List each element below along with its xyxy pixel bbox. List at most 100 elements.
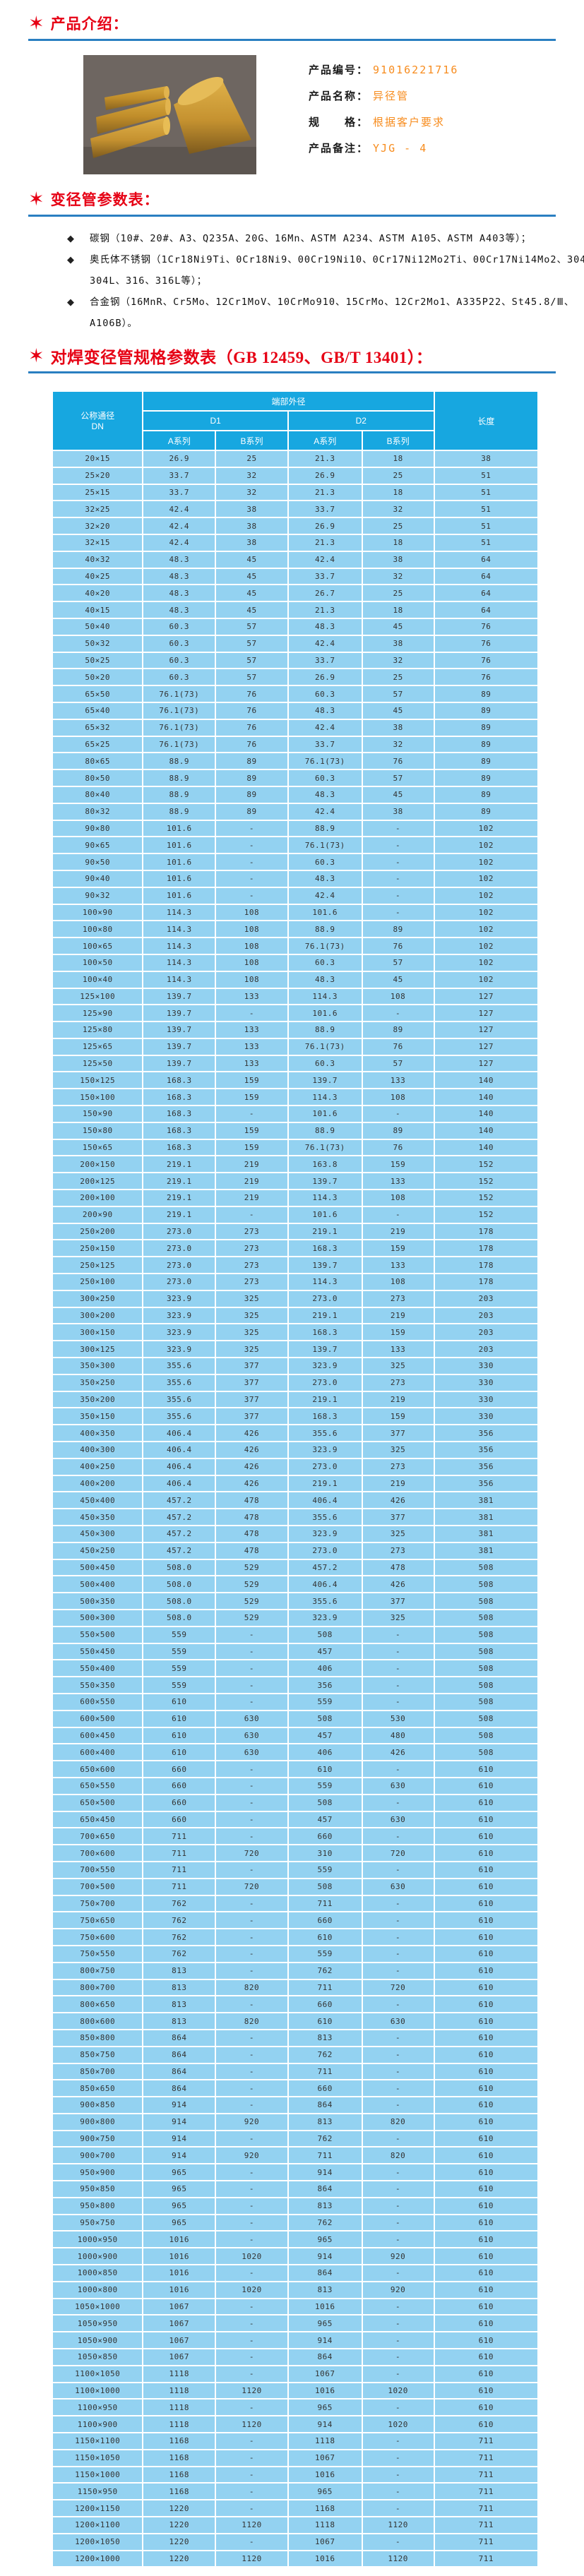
d1-a-cell: 168.3 xyxy=(143,1106,215,1122)
d2-a-cell: 114.3 xyxy=(288,988,362,1005)
table-row: 550×500 559-508-508 xyxy=(53,1627,537,1643)
table-row: 400×300 406.4 426 323.9 325 356 xyxy=(53,1442,537,1458)
diamond-bullet-icon: ◆ xyxy=(67,233,74,244)
table-row: 100×40 114.3 108 48.3 45 102 xyxy=(53,971,537,988)
dn-cell: 350×200 xyxy=(53,1391,143,1408)
length-cell: 508 xyxy=(434,1627,537,1643)
table-row: 450×400 457.2 478 406.4 426 381 xyxy=(53,1492,537,1509)
d1-a-cell: 273.0 xyxy=(143,1257,215,1274)
length-cell: 178 xyxy=(434,1274,537,1290)
length-cell: 64 xyxy=(434,602,537,618)
d2-a-cell: 864 xyxy=(288,2349,362,2365)
length-cell: 610 xyxy=(434,2114,537,2130)
d2-b-cell: - xyxy=(362,2080,434,2097)
table-row: 125×100 139.7 133 114.3 108 127 xyxy=(53,988,537,1005)
product-spec-row: 规 格： 根据客户要求 xyxy=(309,114,458,131)
product-spec-value: 根据客户要求 xyxy=(373,116,446,128)
d1-b-cell: - xyxy=(216,1005,287,1022)
d2-b-cell: 32 xyxy=(362,501,434,517)
length-cell: 64 xyxy=(434,568,537,585)
dn-cell: 650×450 xyxy=(53,1811,143,1828)
d1-a-cell: 88.9 xyxy=(143,786,215,803)
dn-cell: 1200×1000 xyxy=(53,2551,143,2567)
table-row: 300×250 323.9 325 273.0 273 203 xyxy=(53,1290,537,1307)
table-row: 700×600 711 720 310 720 610 xyxy=(53,1845,537,1861)
d1-b-cell: - xyxy=(216,1828,287,1845)
dn-cell: 1050×850 xyxy=(53,2349,143,2365)
dn-cell: 550×450 xyxy=(53,1643,143,1660)
length-cell: 610 xyxy=(434,2215,537,2231)
d2-b-cell: 76 xyxy=(362,753,434,769)
d2-a-cell: 914 xyxy=(288,2332,362,2349)
length-cell: 610 xyxy=(434,2164,537,2181)
table-row: 250×125 273.0 273 139.7 133 178 xyxy=(53,1257,537,1274)
d2-b-cell: 32 xyxy=(362,652,434,669)
table-row: 32×15 42.4 38 21.3 18 51 xyxy=(53,534,537,551)
dn-cell: 250×125 xyxy=(53,1257,143,1274)
dn-cell: 950×800 xyxy=(53,2198,143,2214)
d2-b-cell: 45 xyxy=(362,786,434,803)
d1-a-cell: 965 xyxy=(143,2181,215,2197)
d1-a-cell: 610 xyxy=(143,1744,215,1761)
d1-b-cell: 89 xyxy=(216,803,287,820)
d2-a-cell: 21.3 xyxy=(288,534,362,551)
d1-a-cell: 48.3 xyxy=(143,568,215,585)
table-row: 50×20 60.3 57 26.9 25 76 xyxy=(53,669,537,685)
length-cell: 140 xyxy=(434,1089,537,1106)
d2-a-cell: 76.1(73) xyxy=(288,1038,362,1055)
table-row: 950×850 965-864-610 xyxy=(53,2181,537,2197)
d1-b-cell: - xyxy=(216,1627,287,1643)
dn-cell: 125×50 xyxy=(53,1055,143,1072)
d1-a-cell: 88.9 xyxy=(143,753,215,769)
d1-a-cell: 168.3 xyxy=(143,1072,215,1089)
col-header-end-od: 端部外径 xyxy=(143,392,434,410)
d2-b-cell: 45 xyxy=(362,618,434,635)
d2-b-cell: - xyxy=(362,2366,434,2382)
d2-a-cell: 139.7 xyxy=(288,1257,362,1274)
table-row: 40×25 48.3 45 33.7 32 64 xyxy=(53,568,537,585)
d1-a-cell: 48.3 xyxy=(143,551,215,568)
length-cell: 610 xyxy=(434,2181,537,2197)
product-photo xyxy=(83,55,256,174)
d1-a-cell: 323.9 xyxy=(143,1324,215,1341)
table-row: 1150×1050 1168-1067-711 xyxy=(53,2450,537,2466)
table-row: 450×350 457.2 478 355.6 377 381 xyxy=(53,1509,537,1525)
d2-b-cell: 57 xyxy=(362,954,434,971)
d1-b-cell: - xyxy=(216,2164,287,2181)
d2-b-cell: 76 xyxy=(362,938,434,954)
length-cell: 610 xyxy=(434,1979,537,1996)
dn-cell: 200×150 xyxy=(53,1156,143,1173)
d1-a-cell: 76.1(73) xyxy=(143,702,215,719)
d2-a-cell: 88.9 xyxy=(288,1122,362,1139)
d1-b-cell: 45 xyxy=(216,568,287,585)
d1-a-cell: 219.1 xyxy=(143,1190,215,1206)
d1-b-cell: - xyxy=(216,1946,287,1962)
d2-a-cell: 88.9 xyxy=(288,921,362,937)
dn-cell: 1100×950 xyxy=(53,2400,143,2416)
d1-b-cell: 720 xyxy=(216,1845,287,1861)
d2-a-cell: 457.2 xyxy=(288,1559,362,1576)
dn-cell: 700×500 xyxy=(53,1879,143,1895)
d1-b-cell: 820 xyxy=(216,2013,287,2029)
d1-a-cell: 711 xyxy=(143,1828,215,1845)
d2-a-cell: 114.3 xyxy=(288,1089,362,1106)
table-row: 100×80 114.3 108 88.9 89 102 xyxy=(53,921,537,937)
table-row: 40×15 48.3 45 21.3 18 64 xyxy=(53,602,537,618)
length-cell: 51 xyxy=(434,501,537,517)
d1-b-cell: 108 xyxy=(216,921,287,937)
dn-label-line1: 公称通径 xyxy=(81,411,115,421)
d1-a-cell: 273.0 xyxy=(143,1240,215,1257)
d2-b-cell: 1120 xyxy=(362,2517,434,2533)
dn-cell: 100×90 xyxy=(53,904,143,921)
length-cell: 610 xyxy=(434,1811,537,1828)
length-cell: 203 xyxy=(434,1341,537,1358)
product-note-row: 产品备注： YJG - 4 xyxy=(309,140,458,157)
dn-cell: 550×500 xyxy=(53,1627,143,1643)
dn-cell: 600×450 xyxy=(53,1727,143,1744)
dn-cell: 100×40 xyxy=(53,971,143,988)
dn-cell: 80×32 xyxy=(53,803,143,820)
dn-cell: 400×200 xyxy=(53,1475,143,1492)
d2-a-cell: 163.8 xyxy=(288,1156,362,1173)
dn-cell: 250×150 xyxy=(53,1240,143,1257)
d1-a-cell: 864 xyxy=(143,2063,215,2080)
